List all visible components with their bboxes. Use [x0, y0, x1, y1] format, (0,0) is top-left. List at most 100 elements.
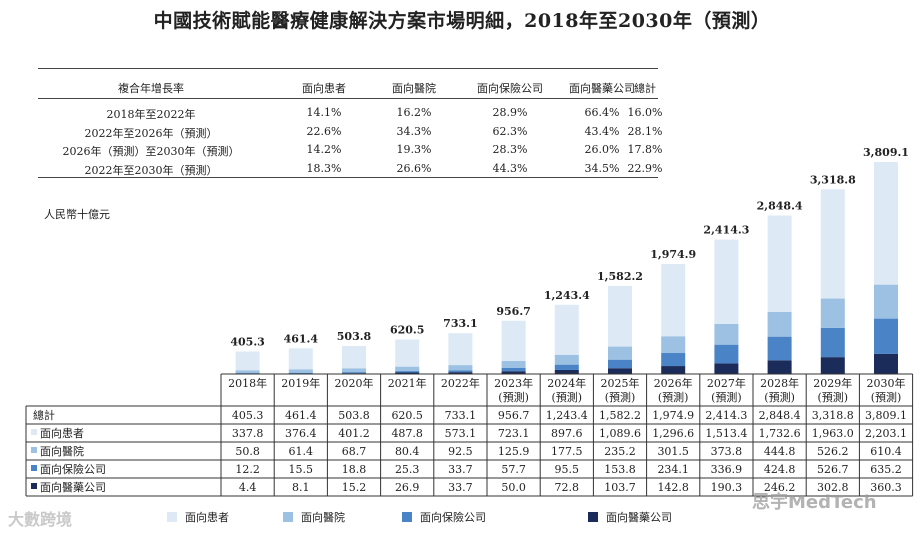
bar-segment [820, 298, 845, 328]
total-label: 1,243.4 [544, 289, 590, 302]
category-label: 2022年 [441, 376, 480, 390]
legend-label: 面向醫藥公司 [606, 511, 672, 524]
table-value: 2,203.1 [865, 427, 907, 440]
cagr-value: 16.2% [396, 106, 432, 119]
category-label: 2026年 [654, 376, 693, 390]
category-label: (預測) [818, 390, 849, 404]
bar-segment [395, 366, 420, 372]
bar-segment [714, 323, 739, 345]
legend-swatch [402, 512, 412, 522]
table-value: 33.7 [448, 481, 473, 494]
bar-segment [448, 365, 473, 371]
bar-segment [235, 370, 260, 374]
total-label: 1,582.2 [597, 270, 643, 283]
table-value: 50.0 [501, 481, 526, 494]
table-value: 3,809.1 [865, 409, 907, 422]
table-value: 15.2 [342, 481, 367, 494]
row-swatch [31, 447, 37, 453]
table-value: 25.3 [395, 463, 420, 476]
category-label: (預測) [711, 390, 742, 404]
table-value: 1,963.0 [812, 427, 854, 440]
table-value: 95.5 [555, 463, 580, 476]
category-label: 2024年 [547, 376, 586, 390]
bar-segment [448, 372, 473, 374]
cagr-header: 總計 [634, 82, 656, 95]
legend-item: 面向患者 [167, 509, 229, 525]
bar-segment [235, 373, 260, 374]
bar-segment [608, 346, 632, 360]
table-value: 33.7 [448, 463, 473, 476]
category-label: 2027年 [707, 376, 746, 390]
table-value: 424.8 [764, 463, 796, 476]
bar-segment [767, 360, 792, 374]
bar-segment [608, 359, 632, 369]
bar-segment [342, 368, 366, 373]
bar-segment [874, 318, 898, 354]
bar-segment [874, 284, 898, 319]
cagr-row-label: 2018年至2022年 [106, 108, 196, 121]
table-value: 401.2 [338, 427, 370, 440]
cagr-value: 16.0% [627, 106, 663, 119]
table-value: 190.3 [711, 481, 743, 494]
category-label: 2030年 [867, 376, 906, 390]
table-value: 635.2 [870, 463, 902, 476]
cagr-row-label: 2026年（預測）至2030年（預測） [62, 145, 240, 158]
bar-segment [288, 372, 313, 374]
table-value: 246.2 [764, 481, 796, 494]
row-label: 面向醫院 [40, 444, 84, 458]
bar-segment [554, 304, 579, 355]
bar-segment [820, 357, 845, 374]
table-value: 1,243.4 [546, 409, 588, 422]
bar-segment [661, 366, 686, 374]
cagr-rule-mid [38, 98, 658, 99]
total-label: 461.4 [284, 332, 319, 345]
table-value: 153.8 [604, 463, 636, 476]
table-value: 92.5 [448, 445, 473, 458]
bar-segment [501, 320, 526, 361]
bar-segment [554, 369, 579, 374]
row-swatch [31, 465, 37, 471]
bar-segment [501, 368, 526, 372]
category-label: (預測) [498, 390, 529, 404]
category-label: (預測) [871, 390, 902, 404]
category-label: 2020年 [335, 376, 374, 390]
bar-segment [767, 336, 792, 361]
bar-segment [608, 285, 632, 347]
bar-segment [395, 372, 420, 374]
table-value: 723.1 [498, 427, 530, 440]
table-value: 1,732.6 [759, 427, 801, 440]
category-label: 2025年 [601, 376, 640, 390]
table-value: 1,089.6 [599, 427, 641, 440]
category-label: 2018年 [228, 376, 267, 390]
cagr-value: 44.3% [492, 161, 528, 175]
category-label: 2021年 [388, 376, 427, 390]
total-label: 3,318.8 [810, 173, 856, 186]
category-label: (預測) [658, 390, 689, 404]
table-value: 897.6 [551, 427, 583, 440]
bar-segment [767, 215, 792, 312]
cagr-value: 17.8% [627, 143, 663, 156]
cagr-value: 62.3% [492, 124, 528, 138]
table-value: 18.8 [342, 463, 367, 476]
cagr-header: 面向醫院 [392, 82, 436, 95]
total-label: 2,414.3 [703, 224, 749, 237]
table-value: 302.8 [817, 481, 849, 494]
table-value: 1,974.9 [652, 409, 694, 422]
table-value: 61.4 [289, 445, 314, 458]
table-value: 2,848.4 [759, 409, 801, 422]
table-value: 26.9 [395, 481, 420, 494]
bar-segment [661, 353, 686, 367]
total-label: 405.3 [230, 335, 264, 348]
bar-segment [501, 371, 526, 374]
table-value: 444.8 [764, 445, 796, 458]
table-value: 956.7 [498, 409, 530, 422]
bar-segment [661, 264, 686, 337]
cagr-row-label: 2022年至2030年（預測） [84, 163, 218, 177]
legend-swatch [167, 512, 177, 522]
cagr-value: 26.0% [584, 143, 620, 156]
cagr-value: 19.3% [396, 143, 432, 156]
cagr-value: 18.3% [306, 161, 342, 175]
cagr-value: 26.6% [396, 161, 432, 175]
table-value: 125.9 [498, 445, 530, 458]
